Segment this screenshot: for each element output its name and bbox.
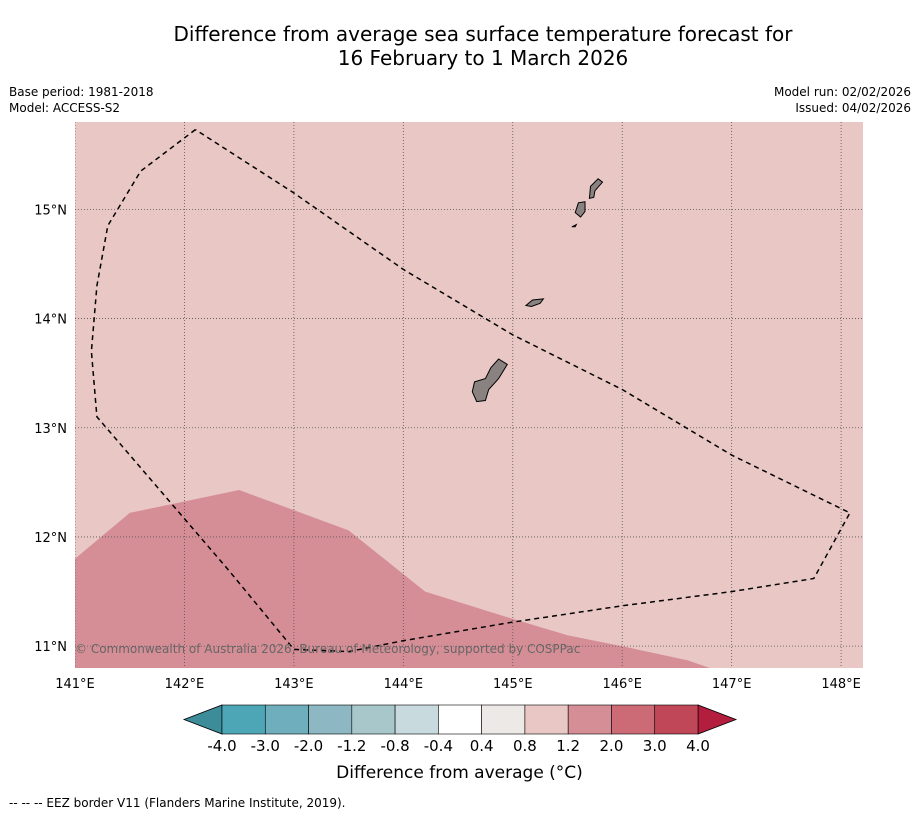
- lon-tick-label: 148°E: [821, 677, 861, 692]
- colorbar-bin: [351, 704, 396, 735]
- island-saipan: [588, 178, 604, 200]
- lon-tick-label: 147°E: [712, 677, 752, 692]
- colorbar-tick-label: 2.0: [600, 737, 624, 755]
- island-rota: [524, 298, 545, 308]
- colorbar-tick-label: -1.2: [337, 737, 366, 755]
- colorbar-bin: [611, 704, 656, 735]
- title-line-1: Difference from average sea surface temp…: [173, 22, 793, 46]
- lat-tick-label: 11°N: [34, 640, 67, 655]
- colorbar-title: Difference from average (°C): [336, 763, 583, 783]
- colorbar-bin: [394, 704, 439, 735]
- lat-tick-label: 14°N: [34, 313, 67, 328]
- meta-right: Model run: 02/02/2026 Issued: 04/02/2026: [774, 84, 911, 116]
- lon-tick-label: 146°E: [602, 677, 642, 692]
- colorbar-bin: [654, 704, 699, 735]
- issued-date: Issued: 04/02/2026: [795, 101, 911, 115]
- colorbar-tick-label: 3.0: [643, 737, 667, 755]
- colorbar-bin: [308, 704, 353, 735]
- island-guam: [471, 358, 508, 403]
- lat-tick-label: 15°N: [34, 203, 67, 218]
- colorbar-bin: [567, 704, 612, 735]
- colorbar-tick-label: -0.8: [380, 737, 409, 755]
- copyright-notice: © Commonwealth of Australia 2026, Bureau…: [75, 642, 580, 656]
- title-line-2: 16 February to 1 March 2026: [337, 46, 629, 70]
- lon-tick-label: 144°E: [384, 677, 424, 692]
- meta-left: Base period: 1981-2018 Model: ACCESS-S2: [9, 84, 154, 116]
- colorbar-tick-label: -3.0: [251, 737, 280, 755]
- colorbar-over-arrow: [697, 704, 738, 735]
- base-period: Base period: 1981-2018: [9, 85, 154, 99]
- lon-tick-label: 145°E: [493, 677, 533, 692]
- colorbar-tick-label: -4.0: [207, 737, 236, 755]
- colorbar-tick-label: 0.8: [513, 737, 537, 755]
- model-run: Model run: 02/02/2026: [773, 85, 911, 99]
- colorbar: -4.0 -3.0 -2.0 -1.2 -0.8 -0.4 0.4 0.8 1.2 2.0 3.0 4…: [182, 704, 738, 755]
- colorbar-tick-label: 1.2: [556, 737, 580, 755]
- colorbar-tick-label: -2.0: [294, 737, 323, 755]
- colorbar-bin: [264, 704, 309, 735]
- eez-border: [90, 128, 851, 653]
- model-name: Model: ACCESS-S2: [9, 101, 121, 115]
- colorbar-tick-label: 4.0: [686, 737, 710, 755]
- colorbar-tick-label: -0.4: [424, 737, 453, 755]
- colorbar-bin: [221, 704, 266, 735]
- gridlines: [75, 122, 863, 668]
- lat-tick-label: 13°N: [34, 422, 67, 437]
- chart-title: Difference from average sea surface temp…: [0, 22, 919, 70]
- colorbar-tick-label: 0.4: [470, 737, 494, 755]
- colorbar-bin: [481, 704, 526, 735]
- lon-tick-label: 141°E: [55, 677, 95, 692]
- lon-tick-label: 143°E: [274, 677, 314, 692]
- map-axes: 141°E 142°E 143°E 144°E 145°E 146°E 147°E 148°E…: [34, 203, 861, 692]
- island-aguijan: [571, 223, 578, 228]
- lat-tick-label: 12°N: [34, 531, 67, 546]
- island-tinian: [574, 201, 586, 218]
- colorbar-bin: [524, 704, 569, 735]
- map-area: © Commonwealth of Australia 2026, Bureau…: [75, 122, 863, 668]
- colorbar-under-arrow: [182, 704, 223, 735]
- lon-tick-label: 142°E: [165, 677, 205, 692]
- eez-footnote: -- -- -- EEZ border V11 (Flanders Marine…: [9, 796, 346, 810]
- colorbar-bin: [438, 704, 482, 735]
